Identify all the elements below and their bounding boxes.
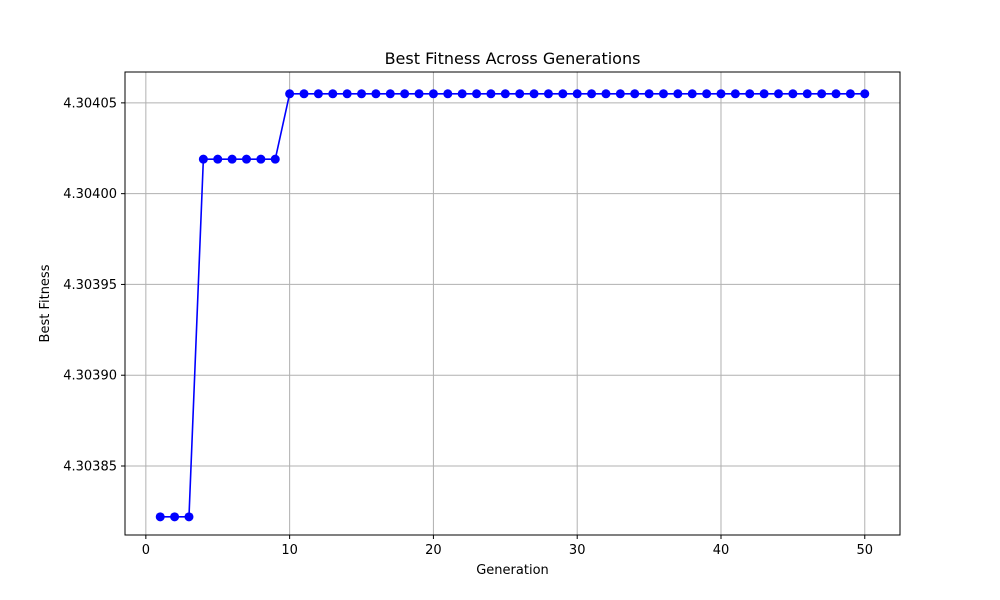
data-point (831, 89, 841, 99)
axis-ticks: 0 10 20 30 40 50 4.30385 4.30390 4.30395 4.30400 4… (63, 96, 873, 558)
data-point (601, 89, 611, 99)
data-point (170, 512, 180, 522)
data-point (515, 89, 525, 99)
data-point (270, 154, 280, 164)
data-point (572, 89, 582, 99)
data-point (529, 89, 539, 99)
data-point (759, 89, 769, 99)
data-point (716, 89, 726, 99)
data-point (788, 89, 798, 99)
x-tick-label: 0 (142, 543, 150, 558)
x-tick-label: 30 (569, 543, 586, 558)
x-tick-label: 50 (856, 543, 873, 558)
data-point (774, 89, 784, 99)
data-point (702, 89, 712, 99)
data-point (428, 89, 438, 99)
data-point (630, 89, 640, 99)
y-axis-label: Best Fitness (38, 264, 53, 342)
y-tick-label: 4.30390 (63, 369, 117, 384)
data-point (745, 89, 755, 99)
x-tick-label: 40 (713, 543, 730, 558)
data-point (615, 89, 625, 99)
data-point (673, 89, 683, 99)
data-point (443, 89, 453, 99)
data-point (227, 154, 237, 164)
data-series (155, 89, 870, 522)
x-tick-label: 10 (281, 543, 298, 558)
data-point (285, 89, 295, 99)
data-point (860, 89, 870, 99)
data-point (371, 89, 381, 99)
data-point (213, 154, 223, 164)
data-point (299, 89, 309, 99)
data-point (400, 89, 410, 99)
data-point (198, 154, 208, 164)
plot-area-frame (124, 71, 901, 536)
data-point (730, 89, 740, 99)
data-point (558, 89, 568, 99)
data-point (357, 89, 367, 99)
data-point (155, 512, 165, 522)
data-point (802, 89, 812, 99)
data-point (845, 89, 855, 99)
y-tick-label: 4.30385 (63, 460, 117, 475)
data-point (486, 89, 496, 99)
data-point (587, 89, 597, 99)
data-point (313, 89, 323, 99)
data-point (414, 89, 424, 99)
x-tick-label: 20 (425, 543, 442, 558)
data-point (457, 89, 467, 99)
data-point (342, 89, 352, 99)
data-point (184, 512, 194, 522)
chart-title: Best Fitness Across Generations (385, 49, 641, 68)
y-tick-label: 4.30395 (63, 278, 117, 293)
data-point (241, 154, 251, 164)
data-point (385, 89, 395, 99)
data-point (644, 89, 654, 99)
data-point (687, 89, 697, 99)
data-point (817, 89, 827, 99)
y-tick-label: 4.30405 (63, 96, 117, 111)
grid-lines (125, 72, 900, 535)
data-point (500, 89, 510, 99)
y-tick-label: 4.30400 (63, 187, 117, 202)
data-point (543, 89, 553, 99)
data-point (658, 89, 668, 99)
data-point (472, 89, 482, 99)
data-point (328, 89, 338, 99)
x-axis-label: Generation (476, 563, 549, 578)
data-point (256, 154, 266, 164)
